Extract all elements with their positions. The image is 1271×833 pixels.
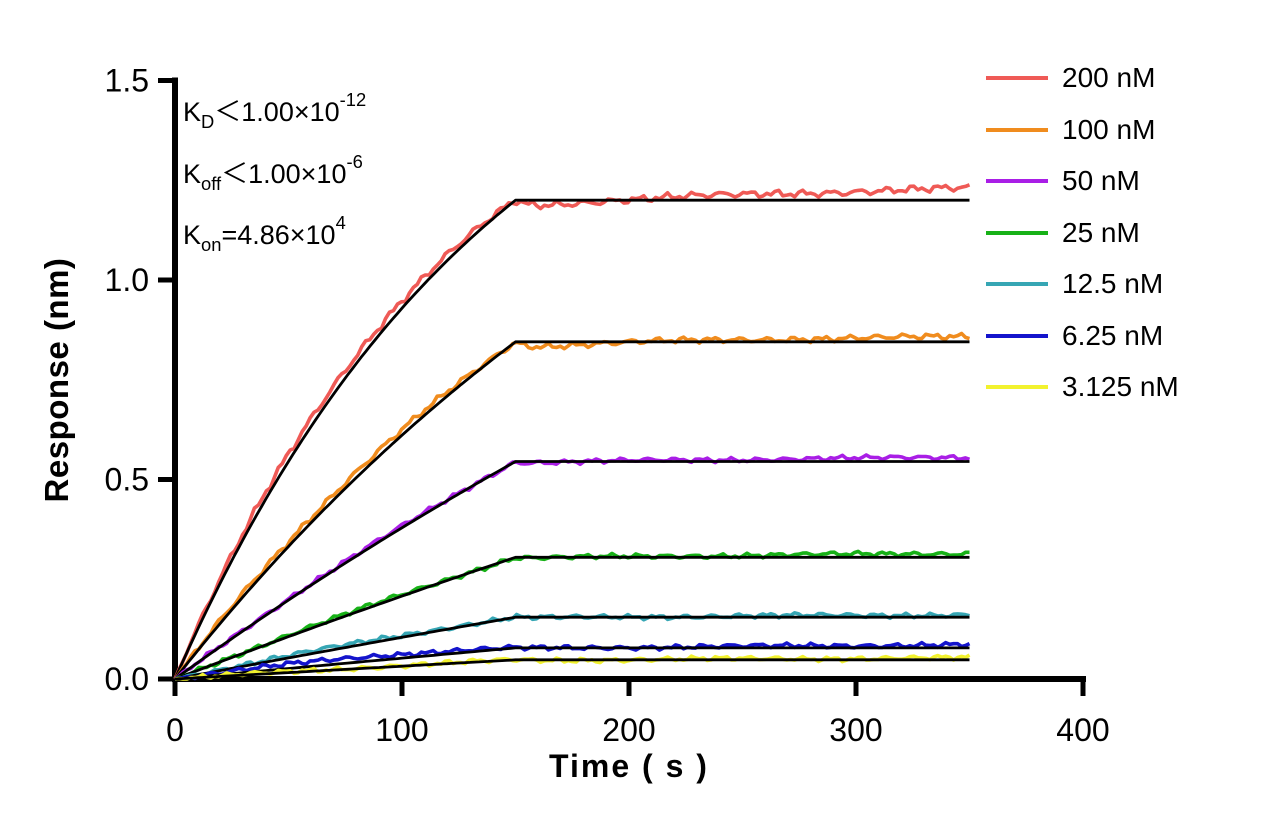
legend-label: 3.125 nM [1062, 371, 1179, 402]
fit-curve-200-nM [173, 198, 970, 680]
legend-line-swatch [986, 282, 1048, 286]
legend-item: 100 nM [986, 113, 1156, 145]
x-tick-label: 200 [602, 712, 655, 748]
fit-curve-12-5-nM [174, 615, 970, 681]
fit-curve-25-nM [174, 555, 970, 681]
legend-item: 3.125 nM [986, 371, 1179, 402]
y-tick-label: 1.0 [105, 262, 149, 298]
x-tick-label: 100 [375, 712, 428, 748]
x-axis-title: Time ( s ) [549, 748, 709, 784]
legend-label: 12.5 nM [1062, 268, 1164, 299]
legend-label: 25 nM [1062, 216, 1140, 248]
legend-item: 25 nM [986, 216, 1140, 248]
kon-annotation: Kon=4.86×104 [183, 212, 346, 256]
kinetics-annotation: KD＜1.00×10-12 Koff＜1.00×10-6 Kon=4.86×10… [183, 80, 366, 265]
kd-annotation: KD＜1.00×10-12 [183, 89, 367, 133]
legend-line-swatch [986, 230, 1048, 235]
legend-label: 6.25 nM [1062, 319, 1164, 351]
koff-annotation: Koff＜1.00×10-6 [183, 150, 363, 194]
x-tick-label: 400 [1056, 712, 1109, 748]
legend-item: 200 nM [986, 62, 1156, 93]
y-tick-label: 1.5 [105, 63, 149, 99]
y-tick-label: 0.5 [105, 462, 149, 498]
legend-item: 6.25 nM [986, 319, 1164, 351]
legend-line-swatch [986, 76, 1048, 80]
legend-label: 100 nM [1062, 113, 1156, 145]
data-curve-200-nM [173, 183, 971, 680]
legend-line-swatch [986, 127, 1048, 132]
y-axis-title: Response (nm) [38, 257, 75, 503]
fit-curve-3-125-nM [174, 658, 970, 681]
fit-curve-50-nM [174, 460, 970, 681]
fit-curve-100-nM [173, 340, 970, 680]
legend-label: 200 nM [1062, 62, 1156, 93]
x-tick-label: 300 [829, 712, 882, 748]
y-tick-label: 0.0 [105, 661, 149, 697]
legend-label: 50 nM [1062, 165, 1140, 196]
x-tick-label: 0 [166, 712, 184, 748]
legend-item: 50 nM [986, 165, 1140, 196]
data-curve-100-nM [173, 331, 971, 681]
legend-line-swatch [986, 333, 1048, 338]
legend-item: 12.5 nM [986, 268, 1164, 299]
legend-line-swatch [986, 179, 1048, 183]
legend-line-swatch [986, 385, 1048, 389]
